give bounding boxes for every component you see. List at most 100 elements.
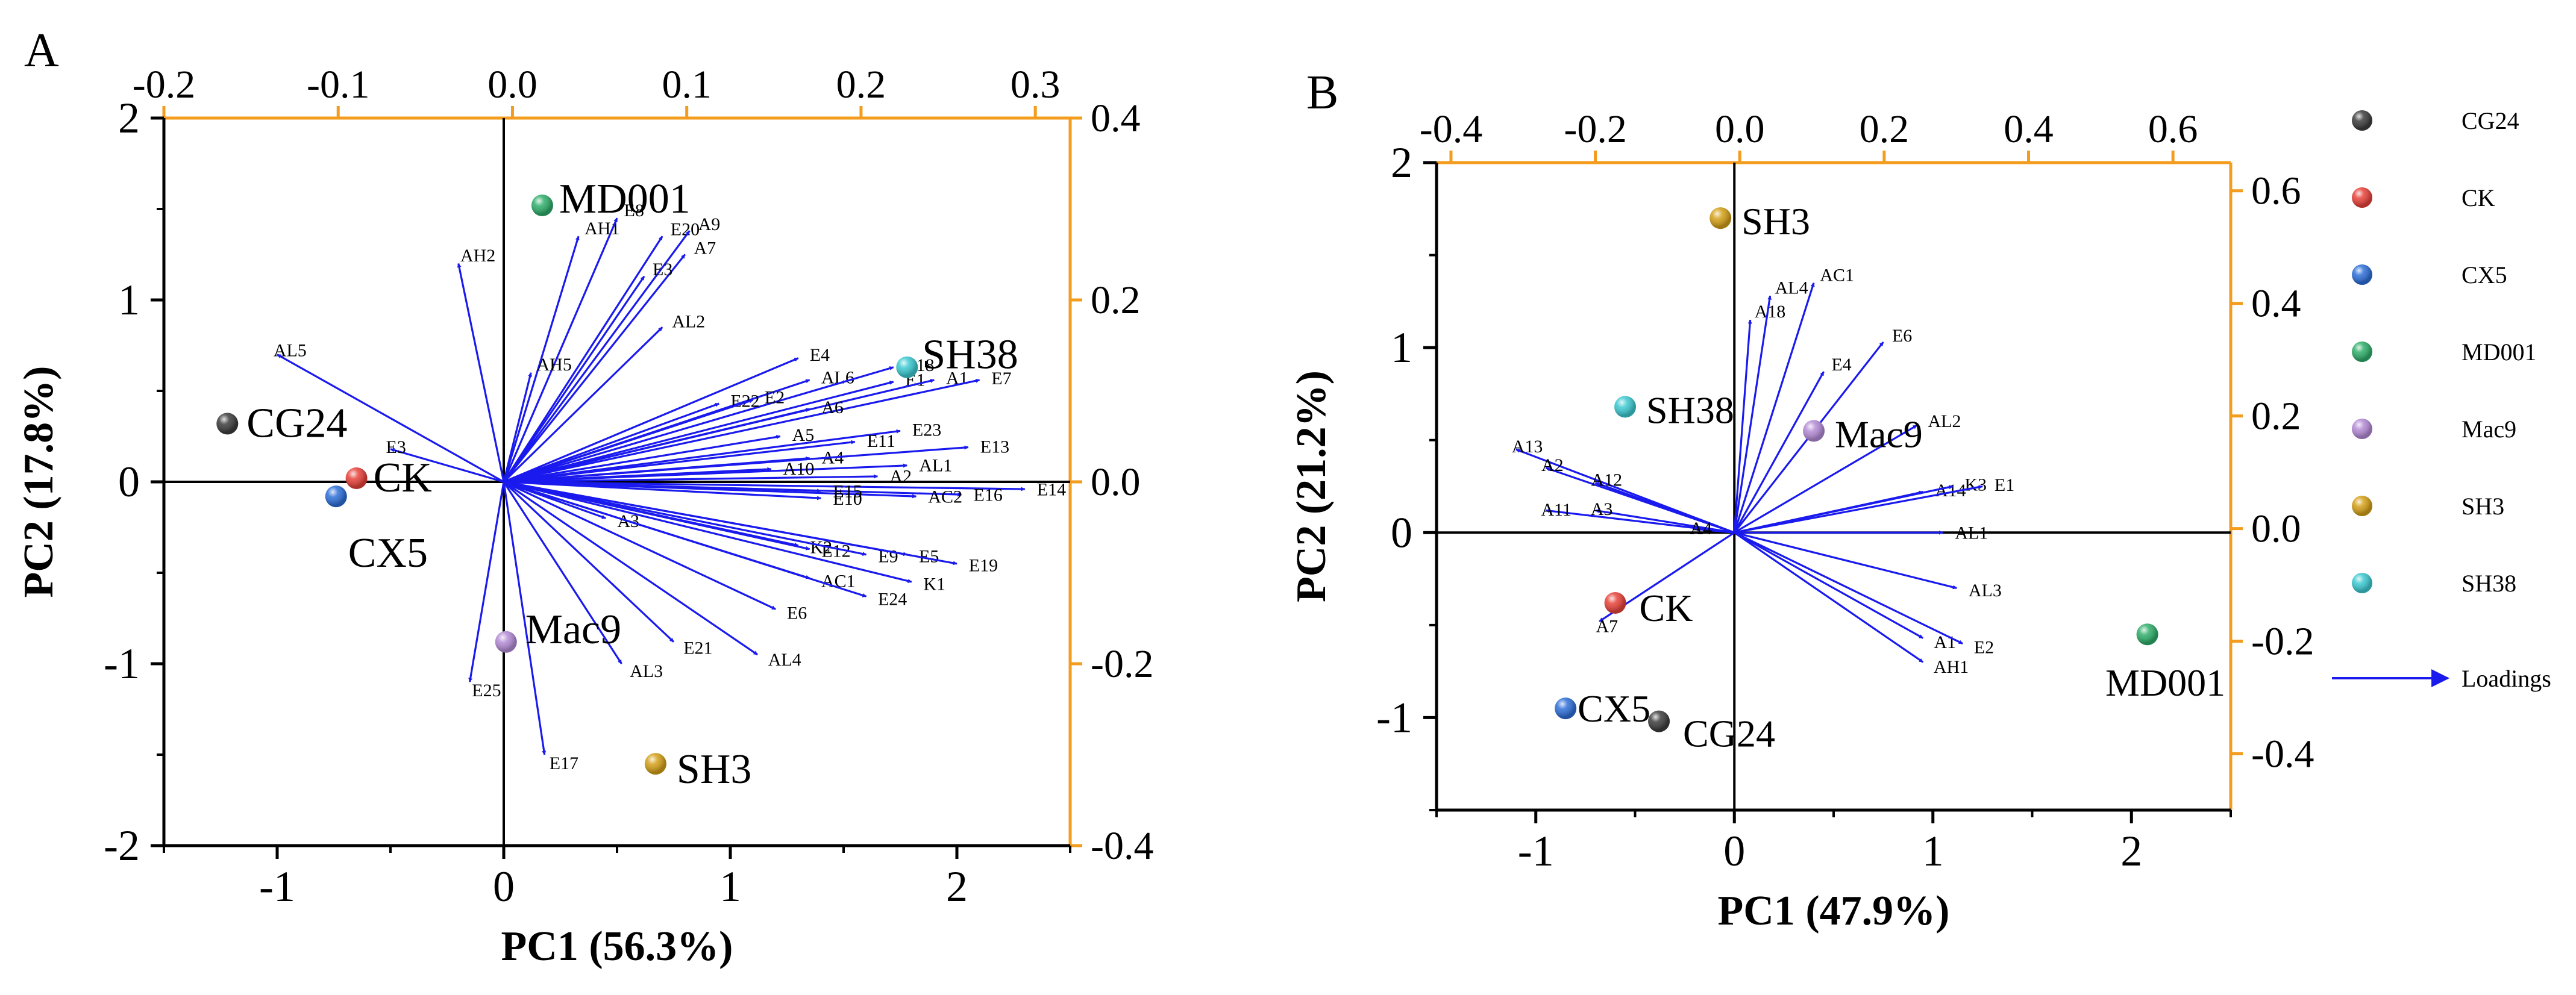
loading-arrow [503,474,879,483]
legend-label: SH38 [2462,570,2516,597]
loading-label: A10 [783,459,815,479]
loading-arrow [503,378,980,483]
loading-label: E4 [1831,355,1851,375]
loading-label: AC2 [928,487,962,507]
left-tick-label: -1 [1376,693,1412,741]
loading-label: E3 [386,437,406,457]
sample-label: CG24 [246,400,347,446]
legend-label: CG24 [2462,107,2519,134]
loading-label: E19 [969,555,998,575]
legend-marker-highlight [2352,264,2372,285]
top-tick-label: -0.2 [133,63,195,107]
loading-arrow [503,217,618,482]
loading-arrow [503,372,532,482]
loading-label: A2 [889,467,912,487]
sample-label: CK [1640,587,1693,629]
top-tick-label: 0.2 [836,63,886,107]
top-tick-label: -0.4 [1420,107,1482,151]
panel-label: A [24,24,59,77]
loading-arrow [1734,531,1924,639]
loading-arrow [503,402,719,483]
loading-label: AL4 [1775,278,1808,298]
loading-label: A2 [1541,455,1564,475]
loading-arrow [390,448,504,483]
top-tick-label: 0.0 [1715,107,1765,151]
loading-label: A4 [1690,519,1712,538]
sample-point-highlight [1648,710,1670,732]
right-tick-label: 0.4 [2251,282,2301,326]
loading-label: E24 [878,589,907,609]
loading-label: E21 [683,638,712,658]
sample-point-highlight [1803,420,1825,442]
loading-arrow [1734,531,1963,645]
loading-arrow [503,230,691,482]
loading-arrow [503,357,799,483]
loading-arrow [1734,531,1957,590]
left-tick-label: 2 [1391,139,1412,187]
loading-arrow [503,254,686,482]
right-tick-label: 0.4 [1091,96,1141,140]
bottom-tick-label: -1 [1518,827,1554,875]
loading-arrow [503,381,894,483]
sample-label: SH38 [1646,388,1734,431]
legend-marker-highlight [2352,187,2372,208]
sample-point-highlight [644,753,666,775]
sample-point-highlight [896,356,918,378]
loading-label: A12 [1591,470,1622,490]
panel-b-biplot: B -0.4 -0.2 0.0 0.2 0.4 0.6 -0.4 -0.2 0.0 0.2 0.4 0.… [1288,66,2314,934]
right-tick-label: 0.2 [1091,278,1141,322]
loading-label: E14 [1037,479,1066,499]
loading-arrow [1694,527,1735,534]
loading-arrow [468,481,505,682]
loading-arrow [457,263,505,482]
loading-arrow [503,440,856,483]
loading-label: AL4 [768,650,801,670]
top-tick-label: 0.0 [487,63,537,107]
loading-label: AH5 [537,355,572,375]
legend-marker-highlight [2352,419,2372,439]
panel-a-biplot: A -0.2 -0.1 0.0 0.1 0.2 0.3 -0.4 -0.2 0.0 0.2 0.4 -1… [16,24,1153,970]
sample-label: CX5 [1578,687,1650,730]
sample-label: SH3 [1741,200,1810,243]
loading-label: E2 [765,388,785,408]
right-tick-label: -0.2 [2251,620,2314,664]
loading-arrow [1734,531,1924,663]
left-tick-label: -2 [104,822,140,870]
loading-label: E6 [787,603,807,623]
sample-point-highlight [2136,623,2158,646]
loading-label: E8 [624,201,644,220]
loading-arrow [1733,282,1815,533]
legend-loadings-label: Loadings [2462,665,2551,692]
loading-label: AL2 [672,312,705,332]
y-axis-title: PC2 (21.2%) [1288,370,1335,602]
y-axis-title: PC2 (17.8%) [16,366,62,598]
legend-marker-highlight [2352,110,2372,131]
loading-label: A6 [821,398,844,417]
left-tick-label: 2 [118,94,140,142]
loading-label: AL2 [1928,411,1961,431]
legend-label: CX5 [2462,261,2507,289]
sample-label: CK [374,455,432,501]
loading-label: A9 [698,214,721,234]
top-tick-label: -0.2 [1564,107,1626,151]
left-tick-label: 0 [1391,508,1412,557]
loading-arrow [503,481,776,610]
loading-arrow [503,481,822,493]
right-tick-label: -0.2 [1091,642,1153,686]
bottom-tick-label: 1 [1922,827,1944,875]
panel-label: B [1306,66,1338,119]
loading-label: E4 [810,345,830,365]
loading-label: A7 [694,239,716,258]
loading-label: E3 [653,260,672,279]
loading-label: K1 [923,574,945,594]
loading-label: A7 [1596,616,1618,636]
loading-arrow [503,445,969,483]
loading-label: E1 [1995,475,2014,495]
left-tick-label: 1 [1391,323,1412,372]
loading-label: E23 [912,420,941,440]
sample-label: CG24 [1683,713,1775,755]
loading-arrow [503,235,580,482]
loading-label: E2 [1974,638,1994,658]
sample-point-highlight [531,194,553,216]
